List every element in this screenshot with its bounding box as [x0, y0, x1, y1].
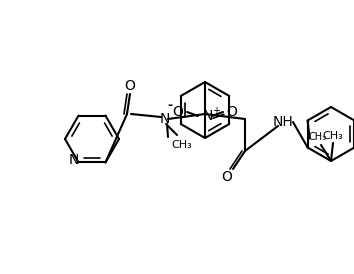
Text: N: N [203, 109, 213, 123]
Text: N: N [68, 153, 79, 167]
Text: O: O [222, 170, 233, 184]
Text: CH₃: CH₃ [171, 140, 192, 150]
Text: N: N [160, 112, 170, 126]
Text: CH₃: CH₃ [309, 132, 327, 142]
Text: O: O [227, 105, 238, 119]
Text: O: O [125, 79, 136, 93]
Text: O: O [172, 105, 183, 119]
Text: +: + [212, 106, 220, 116]
Text: CH₃: CH₃ [322, 131, 343, 141]
Text: NH: NH [273, 115, 293, 129]
Text: -: - [167, 99, 172, 113]
